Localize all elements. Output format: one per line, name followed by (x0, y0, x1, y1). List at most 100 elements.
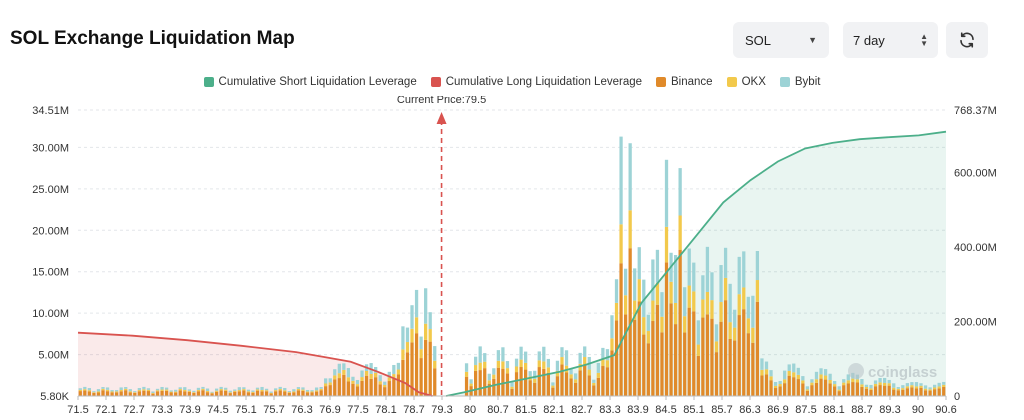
bar-okx (292, 391, 296, 393)
bar-bybit (110, 390, 114, 392)
bar-binance (383, 387, 387, 396)
bar-binance (792, 377, 796, 396)
bar-bybit (246, 389, 251, 392)
bar-bybit (914, 382, 919, 387)
bar-binance (201, 390, 205, 396)
bar-okx (523, 362, 528, 370)
bar-bybit (414, 289, 419, 318)
bar-okx (242, 389, 246, 391)
bar-okx (146, 389, 151, 392)
bar-binance (146, 391, 151, 396)
bar-binance (333, 379, 337, 396)
bar-okx (764, 369, 769, 375)
bar-okx (828, 379, 832, 384)
bar-binance (914, 388, 919, 396)
bar-okx (846, 380, 850, 384)
bar-okx (642, 317, 646, 335)
bar-binance (219, 390, 223, 396)
page-title: SOL Exchange Liquidation Map (10, 28, 295, 49)
bar-binance (255, 390, 260, 396)
bar-bybit (933, 384, 937, 388)
bar-okx (887, 383, 891, 386)
bar-binance (673, 324, 678, 396)
legend-item-okx[interactable]: OKX (726, 76, 766, 88)
bar-okx (342, 369, 346, 375)
bar-bybit (351, 376, 355, 381)
bar-okx (792, 372, 796, 378)
bar-binance (719, 321, 723, 396)
bar-binance (487, 383, 491, 396)
bar-bybit (723, 247, 728, 278)
bar-okx (760, 369, 764, 376)
bar-bybit (746, 296, 750, 319)
bar-okx (914, 386, 919, 389)
refresh-button[interactable] (946, 22, 988, 58)
bar-okx (169, 391, 173, 393)
bar-okx (864, 386, 869, 389)
legend-item-long[interactable]: Cumulative Long Liquidation Leverage (430, 76, 642, 88)
time-range-select[interactable]: 7 day ▲ ▼ (843, 22, 938, 58)
bar-okx (742, 287, 746, 310)
bar-binance (814, 382, 819, 396)
legend-item-binance[interactable]: Binance (656, 76, 713, 88)
bar-binance (478, 370, 482, 396)
bar-binance (433, 368, 437, 396)
bar-bybit (487, 373, 491, 381)
bar-bybit (610, 315, 614, 339)
bar-bybit (601, 347, 605, 359)
bar-binance (742, 309, 746, 396)
bar-binance (610, 350, 614, 396)
bar-bybit (623, 268, 628, 296)
bar-okx (128, 391, 132, 393)
bar-binance (751, 342, 755, 396)
legend-item-bybit[interactable]: Bybit (779, 76, 820, 88)
x-tick-label: 72.1 (95, 404, 116, 416)
x-tick-label: 72.7 (123, 404, 144, 416)
bar-okx (928, 389, 932, 391)
bar-bybit (696, 320, 700, 345)
bar-bybit (310, 390, 314, 392)
bar-okx (433, 360, 437, 369)
bar-binance (155, 391, 160, 396)
bar-okx (842, 382, 846, 386)
bar-bybit (810, 379, 814, 383)
bar-bybit (828, 373, 832, 380)
bar-bybit (492, 368, 496, 375)
bar-okx (401, 349, 405, 360)
x-tick-label: 87.5 (795, 404, 816, 416)
liquidation-map-chart: 5.80K 5.00M 10.00M 15.00M 20.00M 25.00M 30.00M… (32, 96, 997, 416)
bar-binance (733, 340, 737, 396)
bar-okx (651, 300, 655, 322)
bar-okx (605, 360, 610, 368)
bar-binance (633, 319, 637, 396)
bar-okx (192, 392, 196, 393)
bar-okx (623, 295, 628, 315)
bar-binance (264, 391, 269, 396)
bar-binance (205, 392, 210, 396)
bar-binance (760, 375, 764, 396)
bar-binance (523, 369, 528, 396)
x-tick-label: 78.7 (403, 404, 424, 416)
bar-bybit (214, 388, 219, 391)
bar-okx (896, 388, 900, 391)
bar-okx (414, 317, 419, 334)
symbol-select[interactable]: SOL ▼ (733, 22, 829, 58)
bar-bybit (760, 358, 764, 370)
bar-binance (133, 392, 137, 396)
bar-binance (464, 376, 469, 396)
bar-okx (487, 380, 491, 384)
bar-okx (424, 323, 428, 340)
bar-binance (114, 392, 119, 396)
bar-bybit (196, 387, 201, 390)
bar-bybit (728, 283, 732, 323)
bar-bybit (242, 387, 246, 390)
bar-binance (324, 386, 328, 396)
bar-binance (274, 391, 278, 396)
legend-swatch-okx (726, 77, 737, 87)
bar-binance (519, 367, 523, 396)
bar-okx (660, 316, 664, 333)
bar-bybit (687, 248, 691, 286)
bar-binance (583, 364, 587, 396)
legend-item-short[interactable]: Cumulative Short Liquidation Leverage (203, 76, 417, 88)
bar-okx (746, 318, 750, 334)
